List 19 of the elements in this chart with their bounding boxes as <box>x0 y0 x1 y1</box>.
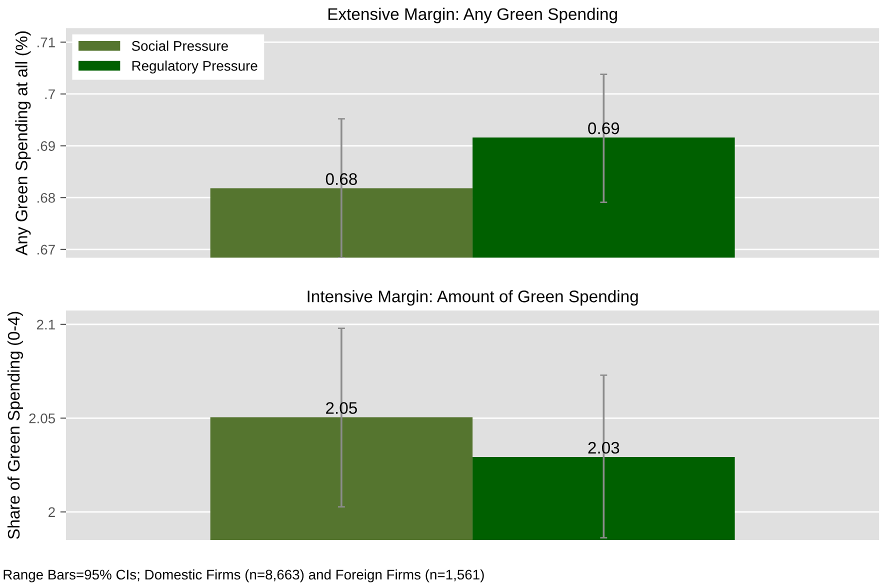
y-tick-label: .67 <box>38 244 55 255</box>
legend-label: Social Pressure <box>132 40 228 51</box>
data-label: 2.03 <box>588 442 620 454</box>
chart-title: Extensive Margin: Any Green Spending <box>328 8 617 24</box>
y-tick-label: 2.1 <box>36 320 55 330</box>
text: Range Bars=95% CIs; Domestic Firms (n=8,663) and Foreign Firms (n=1,561) <box>4 569 484 582</box>
y-tick-label: .71 <box>38 38 55 48</box>
y-tick-label: .7 <box>45 89 55 100</box>
y-axis-title: Any Green Spending at all (%) <box>15 31 31 256</box>
data-label: 2.05 <box>326 402 357 414</box>
data-label: 0.68 <box>326 173 357 185</box>
y-tick-label: 2 <box>48 507 55 517</box>
chart-title: Intensive Margin: Amount of Green Spending <box>308 290 638 306</box>
y-tick-label: 2.05 <box>29 413 56 424</box>
legend-label: Regulatory Pressure <box>132 60 258 74</box>
data-label: 0.69 <box>588 122 620 134</box>
y-tick-label: .69 <box>38 141 55 151</box>
y-axis-title: Share of Green Spending (0-4) <box>7 312 23 539</box>
y-tick-label: .68 <box>38 192 55 203</box>
